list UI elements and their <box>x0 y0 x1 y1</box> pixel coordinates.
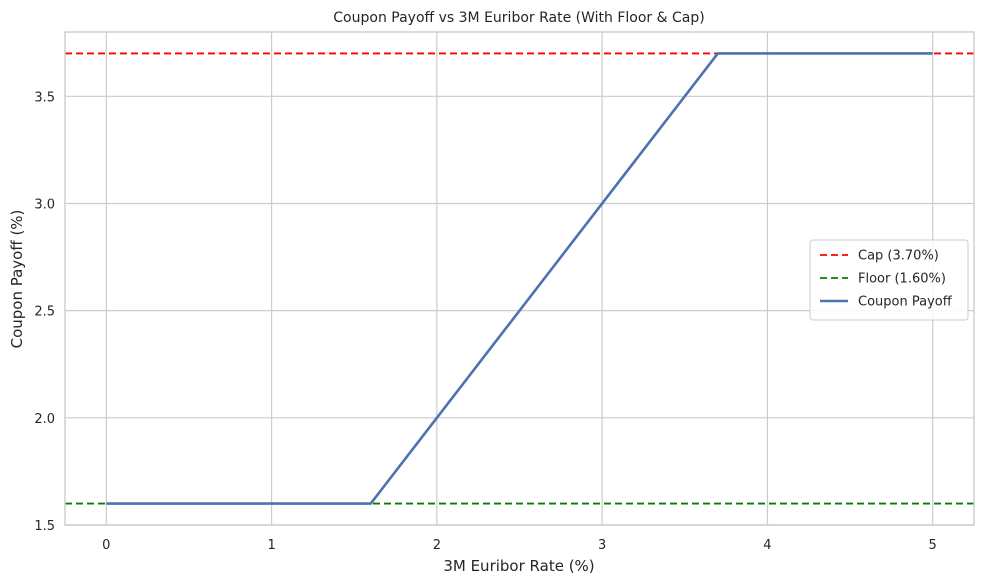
y-tick-label: 2.0 <box>34 412 55 427</box>
coupon-payoff-line <box>106 52 933 505</box>
chart-title: Coupon Payoff vs 3M Euribor Rate (With F… <box>333 10 704 26</box>
x-axis-label: 3M Euribor Rate (%) <box>443 557 594 575</box>
y-tick-label: 3.5 <box>34 90 55 105</box>
x-tick-label: 0 <box>102 538 110 553</box>
tick-labels: 0 1 2 3 4 5 1.5 2.0 2.5 3.0 3.5 <box>34 90 937 553</box>
x-tick-label: 5 <box>929 538 937 553</box>
legend-label: Cap (3.70%) <box>858 249 939 264</box>
x-tick-label: 3 <box>598 538 606 553</box>
x-tick-label: 1 <box>267 538 275 553</box>
plot-series <box>65 52 974 505</box>
y-tick-label: 2.5 <box>34 305 55 320</box>
legend-label: Floor (1.60%) <box>858 272 946 287</box>
y-tick-label: 1.5 <box>34 519 55 534</box>
legend-box <box>809 239 969 321</box>
y-tick-label: 3.0 <box>34 197 55 212</box>
plot-frame <box>64 31 975 526</box>
legend: Cap (3.70%) Floor (1.60%) Coupon Payoff <box>809 239 969 321</box>
legend-label: Coupon Payoff <box>858 295 953 310</box>
y-axis-label: Coupon Payoff (%) <box>8 210 26 349</box>
x-tick-label: 4 <box>763 538 771 553</box>
x-tick-label: 2 <box>433 538 441 553</box>
